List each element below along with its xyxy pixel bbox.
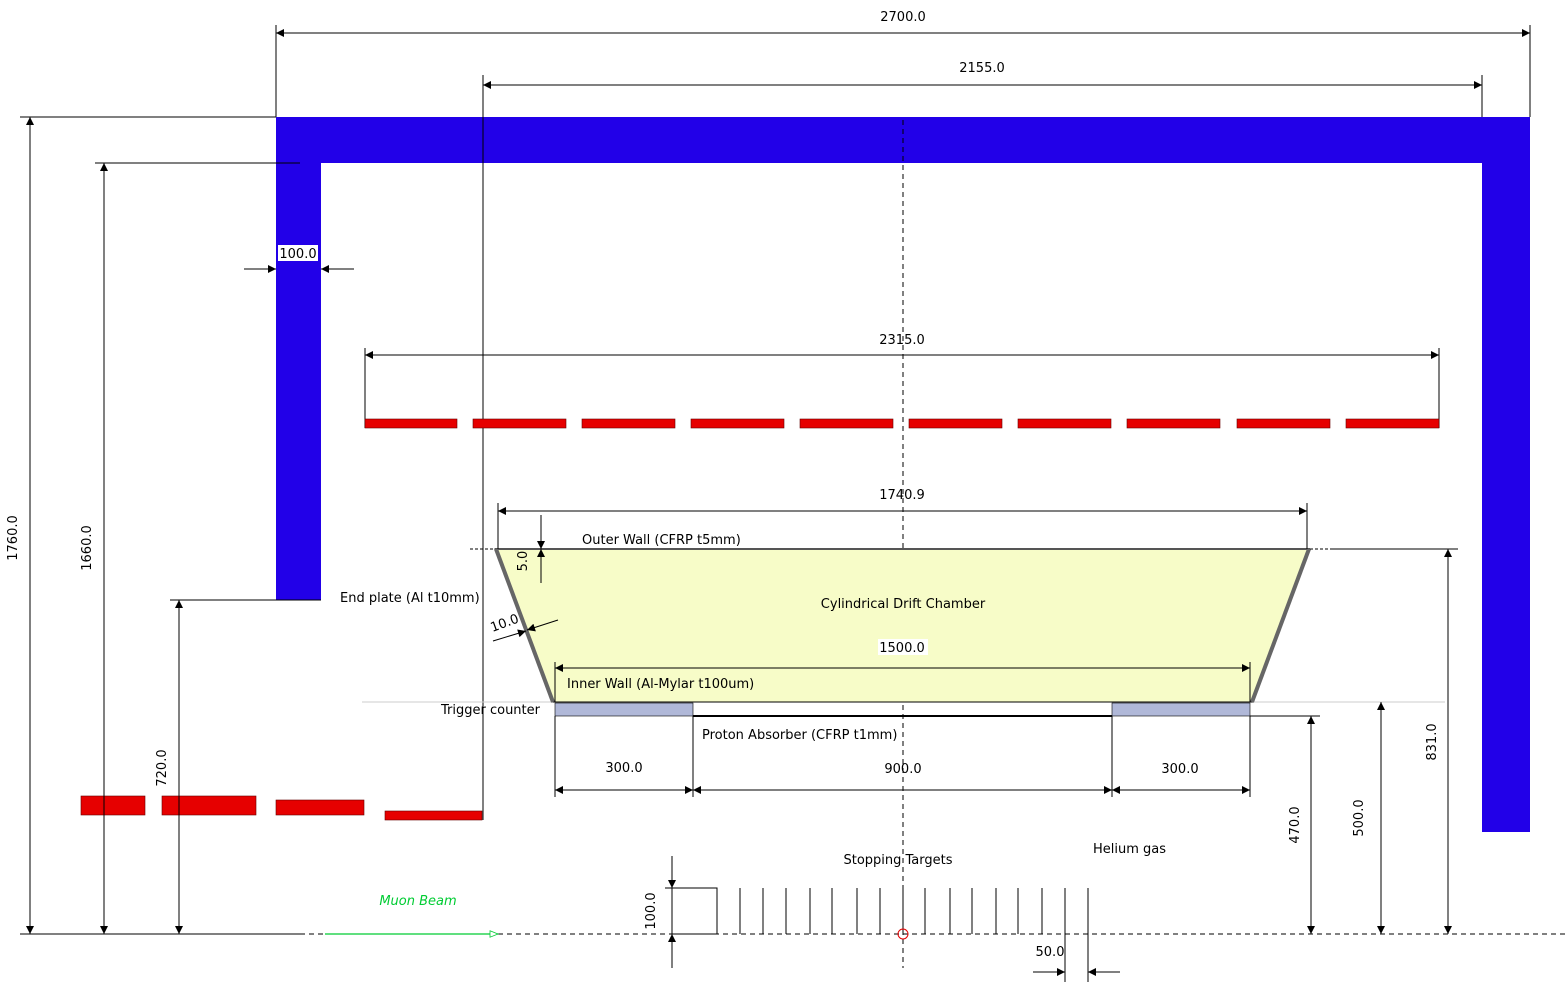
- dim-label: 500.0: [1352, 799, 1367, 836]
- dim-2700: [275, 25, 1531, 117]
- dim-label: 100.0: [279, 247, 316, 262]
- target-center-marker: [897, 928, 909, 940]
- dim-label: 300.0: [605, 761, 642, 776]
- dim-2315: [364, 348, 1440, 428]
- end-plate-label: End plate (Al t10mm): [340, 591, 480, 606]
- stopping-targets-label: Stopping Targets: [843, 853, 952, 868]
- trigger-counter-left: [554, 702, 694, 717]
- chamber-label: Cylindrical Drift Chamber: [821, 597, 986, 612]
- dim-label: 2700.0: [880, 10, 926, 25]
- dim-label: 900.0: [884, 762, 921, 777]
- upper-red-layer: [364, 418, 1440, 429]
- dim-label: 10.0: [489, 612, 521, 636]
- dim-trigger-absorber: [554, 716, 1251, 797]
- dim-label: 300.0: [1161, 762, 1198, 777]
- dim-label: 5.0: [516, 551, 531, 572]
- dim-target-height: [665, 856, 676, 968]
- proton-absorber-label: Proton Absorber (CFRP t1mm): [702, 728, 897, 743]
- dim-1740: [497, 503, 1308, 549]
- dim-10: [492, 619, 559, 642]
- dim-1660: [95, 162, 300, 934]
- dim-label: 470.0: [1288, 806, 1303, 843]
- dim-label: 831.0: [1425, 723, 1440, 760]
- inner-wall-label: Inner Wall (Al-Mylar t100um): [567, 677, 754, 692]
- trigger-counter-right: [1111, 702, 1251, 717]
- muon-beam-label: Muon Beam: [379, 894, 456, 909]
- dim-right-heights: [1307, 549, 1452, 934]
- stopping-targets: [671, 887, 1089, 982]
- dim-label: 2155.0: [959, 61, 1005, 76]
- dim-label: 1740.9: [879, 488, 925, 503]
- dim-label: 720.0: [155, 749, 170, 786]
- helium-label: Helium gas: [1093, 842, 1166, 857]
- dim-1500: [554, 662, 1251, 702]
- dim-label: 1500.0: [879, 641, 925, 656]
- dim-label: 1660.0: [80, 525, 95, 571]
- dim-label: 1760.0: [6, 515, 21, 561]
- lower-red-layer: [80, 795, 483, 821]
- dim-2155: [482, 75, 1483, 820]
- dim-label: 50.0: [1036, 945, 1065, 960]
- dim-label: 2315.0: [879, 333, 925, 348]
- trigger-counter-label: Trigger counter: [440, 703, 541, 718]
- outer-wall-label: Outer Wall (CFRP t5mm): [582, 533, 741, 548]
- dim-1760: [20, 116, 276, 934]
- dim-label: 100.0: [644, 892, 659, 929]
- dim-720: [170, 599, 321, 934]
- end-plate-left: [494, 548, 555, 703]
- end-plate-right: [1250, 548, 1311, 703]
